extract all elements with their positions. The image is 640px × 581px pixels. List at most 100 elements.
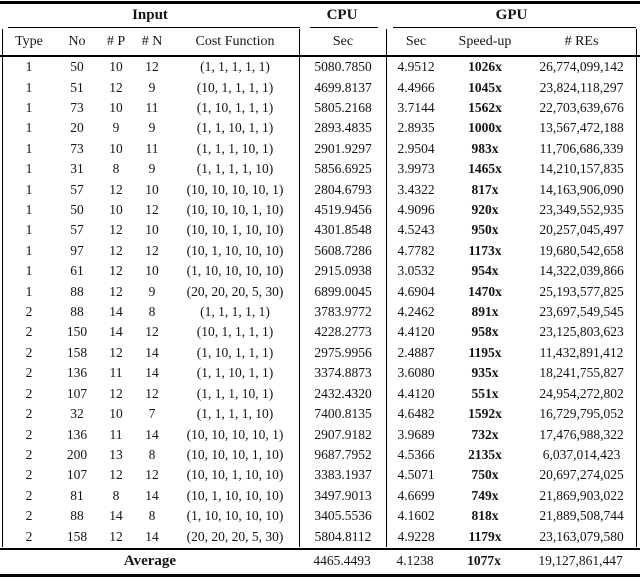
cell-gpu-sec: 4.4120 <box>397 324 435 340</box>
cell-cpu-sec: 4699.8137 <box>299 77 387 98</box>
table-row: 1 31 8 9 (1, 1, 1, 1, 10) 5856.6925 3.99… <box>2 159 637 180</box>
cell-n: 9 <box>148 161 156 177</box>
cell-type: 2 <box>25 324 33 340</box>
cell-cost-function: (1, 10, 1, 1, 1) <box>196 344 274 360</box>
cell-res: 14,322,039,866 <box>539 263 624 279</box>
cell-cpu-sec: 2975.9956 <box>299 342 387 364</box>
col-header-type: Type <box>15 34 43 49</box>
cell-cost-function: (10, 1, 1, 1, 1) <box>196 79 274 95</box>
table-row: 1 73 10 11 (1, 1, 1, 10, 1) 2901.9297 2.… <box>2 138 637 160</box>
cell-no: 73 <box>70 140 84 156</box>
cell-p: 11 <box>109 365 123 381</box>
cell-speedup: 935x <box>471 365 499 381</box>
cell-p: 12 <box>109 181 123 197</box>
cell-cost-function: (10, 1, 10, 10, 10) <box>186 487 284 503</box>
cell-no: 158 <box>66 344 88 360</box>
cell-type: 1 <box>25 283 33 299</box>
cell-res: 18,241,755,827 <box>539 365 624 381</box>
col-header-cost-function: Cost Function <box>195 34 275 49</box>
cell-cost-function: (1, 1, 10, 1, 1) <box>196 365 274 381</box>
cell-type: 1 <box>25 202 33 218</box>
cell-speedup: 551x <box>471 385 499 401</box>
cell-type: 2 <box>25 508 33 524</box>
average-cpu-sec: 4465.4493 <box>313 553 371 568</box>
cell-gpu-sec: 4.6904 <box>397 283 435 299</box>
cell-n: 12 <box>145 202 159 218</box>
cell-speedup: 818x <box>471 508 499 524</box>
cell-cpu-sec: 7400.8135 <box>299 403 387 425</box>
table-row: 1 97 12 12 (10, 1, 10, 10, 10) 5608.7286… <box>2 240 637 262</box>
cell-res: 11,432,891,412 <box>539 344 624 360</box>
top-rule <box>0 1 640 4</box>
gpu-underline-rule <box>393 27 636 28</box>
cell-cpu-sec: 3383.1937 <box>299 465 387 486</box>
cell-cost-function: (20, 20, 20, 5, 30) <box>186 283 284 299</box>
cell-speedup: 1195x <box>468 344 502 360</box>
cell-gpu-sec: 3.0532 <box>397 263 435 279</box>
cell-gpu-sec: 4.4966 <box>397 79 435 95</box>
cell-n: 8 <box>148 446 156 462</box>
cell-cpu-sec: 2804.6793 <box>299 179 387 200</box>
table-row: 2 88 14 8 (1, 1, 1, 1, 1) 3783.9772 4.24… <box>2 301 637 323</box>
cell-cost-function: (1, 1, 1, 1, 10) <box>196 161 274 177</box>
cell-cpu-sec: 2915.0938 <box>299 261 387 282</box>
cell-res: 23,349,552,935 <box>539 202 624 218</box>
table-row: 2 88 14 8 (1, 10, 10, 10, 10) 3405.5536 … <box>2 505 637 527</box>
cell-res: 26,774,099,142 <box>539 59 624 75</box>
cell-res: 23,824,118,297 <box>539 79 624 95</box>
cell-res: 25,193,577,825 <box>539 283 624 299</box>
cell-type: 1 <box>25 181 33 197</box>
cell-res: 14,163,906,090 <box>539 181 624 197</box>
cell-cost-function: (10, 10, 10, 1, 10) <box>186 446 284 462</box>
cell-n: 8 <box>148 508 156 524</box>
cell-n: 7 <box>148 406 156 422</box>
cell-n: 9 <box>148 283 156 299</box>
cell-res: 6,037,014,423 <box>542 446 621 462</box>
group-header-cpu: CPU <box>326 6 358 23</box>
cell-cpu-sec: 5805.2168 <box>299 97 387 119</box>
cell-cpu-sec: 3497.9013 <box>299 485 387 506</box>
cell-speedup: 1562x <box>468 100 502 116</box>
cell-type: 2 <box>25 385 33 401</box>
cell-gpu-sec: 4.9512 <box>397 59 435 75</box>
cell-speedup: 1470x <box>468 283 502 299</box>
cell-cpu-sec: 5804.8112 <box>299 526 387 547</box>
cell-n: 14 <box>145 528 159 544</box>
cell-n: 12 <box>145 385 159 401</box>
cell-cost-function: (20, 20, 20, 5, 30) <box>186 528 284 544</box>
cell-p: 10 <box>109 140 123 156</box>
cell-type: 1 <box>25 263 33 279</box>
cell-n: 14 <box>145 344 159 360</box>
cell-no: 73 <box>70 100 84 116</box>
cell-p: 10 <box>109 59 123 75</box>
cell-gpu-sec: 4.5366 <box>397 446 435 462</box>
cell-gpu-sec: 3.6080 <box>397 365 435 381</box>
cell-cost-function: (10, 10, 10, 10, 1) <box>186 426 284 442</box>
cell-cpu-sec: 4519.9456 <box>299 199 387 221</box>
cell-speedup: 1179x <box>468 528 502 544</box>
cell-type: 1 <box>25 59 33 75</box>
cell-gpu-sec: 4.6482 <box>397 406 435 422</box>
average-row: Average 4465.4493 4.1238 1077x 19,127,86… <box>2 550 637 572</box>
cell-gpu-sec: 4.7782 <box>397 242 435 258</box>
cell-no: 50 <box>70 59 84 75</box>
group-header-gpu: GPU <box>495 6 528 23</box>
cell-cpu-sec: 2893.4835 <box>299 118 387 139</box>
cell-speedup: 891x <box>471 304 499 320</box>
cell-no: 51 <box>70 79 84 95</box>
cell-no: 136 <box>66 426 88 442</box>
cell-cost-function: (10, 10, 1, 10, 10) <box>186 222 284 238</box>
cell-res: 21,889,508,744 <box>539 508 624 524</box>
table-row: 2 158 12 14 (20, 20, 20, 5, 30) 5804.811… <box>2 526 637 547</box>
group-header-row: Input CPU GPU <box>2 4 637 26</box>
table-row: 2 136 11 14 (10, 10, 10, 10, 1) 2907.918… <box>2 424 637 445</box>
cell-cpu-sec: 9687.7952 <box>299 444 387 466</box>
cell-cpu-sec: 5080.7850 <box>299 57 387 78</box>
cell-gpu-sec: 4.6699 <box>397 487 435 503</box>
cell-res: 17,476,988,322 <box>539 426 624 442</box>
average-label: Average <box>123 552 177 569</box>
cell-no: 57 <box>70 181 84 197</box>
cell-cost-function: (1, 1, 1, 10, 1) <box>196 385 274 401</box>
cell-type: 1 <box>25 242 33 258</box>
table-row: 1 20 9 9 (1, 1, 10, 1, 1) 2893.4835 2.89… <box>2 118 637 139</box>
